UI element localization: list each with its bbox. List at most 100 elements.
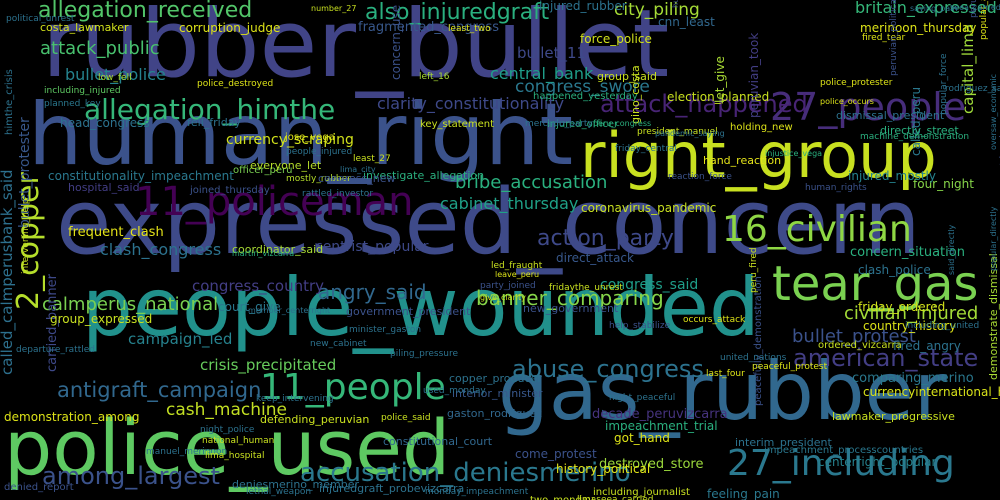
- word-costa-lawmaker: costa_lawmaker: [40, 21, 129, 34]
- word-new-government: new_government: [523, 302, 619, 315]
- word-tear-gas: tear_gas: [772, 256, 979, 312]
- word-minister-gaston: minister_gaston: [349, 325, 422, 335]
- word-martin-vizcarra: martin_vizcarra: [232, 249, 295, 258]
- word-intervening-help: intervening_help: [21, 198, 31, 274]
- word-constitutional-court: constitutional_court: [383, 435, 493, 448]
- word-friday-central: friday_central: [615, 144, 677, 154]
- word-frequent-clash: frequent_clash: [68, 225, 164, 240]
- word-got-hand: got_hand: [614, 431, 670, 445]
- word-mostly-rubber: mostly_rubber: [286, 174, 351, 184]
- word-political-unrest: political_unrest: [6, 14, 75, 24]
- word-lima-city: lima_city: [340, 165, 376, 174]
- word-seea-carried: seea_carried: [950, 3, 1000, 12]
- word-said-directly: said_directly: [947, 224, 956, 275]
- word-denied-report: denied_report: [4, 482, 74, 493]
- word-impeachment-processcountries: impeachment_processcountries: [764, 445, 924, 456]
- word-27-including: 27_including: [727, 443, 955, 484]
- word-saying-pain: saying_pain: [910, 4, 958, 13]
- word-limaseea-carried: limaseea_carried: [577, 495, 654, 500]
- word-gaston-rodriguez: gaston_rodriguez: [447, 407, 543, 420]
- word-cabinet-thursday: cabinet_thursday: [440, 194, 579, 213]
- word-defending-peruvian: defending_peruvian: [260, 413, 370, 426]
- word-peruvian-took: peruvian_took: [747, 32, 761, 118]
- word-left-16: left_16: [419, 72, 450, 82]
- word-civilian-injured: civilian_injured: [844, 303, 979, 324]
- word-manuel-merinoon: manuel_merinoon: [146, 447, 228, 457]
- word-investigate-allegation: investigate_allegation: [363, 169, 485, 182]
- word-fired-angry: fired_angry: [893, 339, 961, 353]
- word-abuse-congress: abuse_congress: [512, 355, 704, 383]
- word-monday-impeachment: monday_impeachment: [425, 487, 529, 497]
- word-joined-thursday: joined_thursday: [190, 185, 270, 196]
- word-country-history: country_history: [863, 319, 957, 333]
- word-night-peaceful: night_peaceful: [609, 393, 676, 403]
- word-expressed-concern: expressed_concern: [56, 170, 921, 275]
- word-centrist-popular: centrist_popular: [315, 239, 429, 255]
- word-leave-peru: leave_peru: [495, 270, 540, 279]
- word-gino-costa: gino_costa: [629, 65, 642, 124]
- word-injured-rubber: injured_rubber: [539, 0, 627, 13]
- word-injured-officer: injured_officer: [547, 119, 619, 130]
- word-directly-street: directly_street: [880, 124, 959, 137]
- word-peru-fired: peru_fired: [749, 247, 759, 293]
- word-least-two: least_two: [448, 24, 491, 34]
- word-human-rights: human_rights: [805, 183, 867, 193]
- word-banner-comparing: banner_comparing: [476, 286, 664, 310]
- word-congress-new: congress_new: [318, 172, 396, 185]
- word-concern-use: concern_use: [389, 4, 403, 80]
- word-happened-yesterday: happened_yesterday: [533, 91, 638, 102]
- word-antigraft-campaign: antigraft_campaign: [57, 378, 262, 402]
- word-27-people: 27_people: [770, 85, 967, 129]
- word-injuredgraft-probevizcarra: injuredgraft_probevizcarra: [319, 482, 465, 495]
- word-come-protest: come_protest: [515, 447, 597, 461]
- word-group-expressed: group_expressed: [50, 312, 153, 326]
- word-calmperus-national: calmperus_national: [42, 294, 219, 315]
- word-injustice-vega: injustice_vega: [765, 149, 823, 158]
- word-currency-scraping: currency_scraping: [226, 132, 354, 148]
- word-injured-mostly: injured_mostly: [848, 169, 936, 183]
- word-pandemic-saying: pandemic_saying: [655, 129, 725, 138]
- word-planned-key: planned_key: [44, 99, 101, 109]
- word-everyone-let: everyone_let: [250, 159, 322, 172]
- word-least-27: least_27: [353, 154, 391, 164]
- word-police-occurs: police_occurs: [820, 97, 874, 106]
- word-keep-intervening: keep_intervening: [256, 394, 334, 404]
- word-new-cabinet: new_cabinet: [310, 339, 367, 349]
- word-bullet-police: bullet_police: [65, 65, 166, 84]
- word-rubber-bullet: rubber_bullet: [42, 0, 670, 99]
- word-united-nations: united_nations: [720, 353, 787, 363]
- word-officer-peru: officer_peru: [233, 165, 293, 176]
- word-britain-expressed: britain_expressed: [855, 0, 997, 17]
- word-head-congress: head_congress: [60, 116, 150, 130]
- word-angry-said: angry_said: [318, 280, 427, 304]
- word-fragmented-congress: fragmented_congress: [358, 20, 500, 35]
- word-action-party: action_party: [537, 226, 674, 251]
- word-clash-congress: clash_congress: [100, 240, 222, 259]
- word-concern-situation: concern_situation: [850, 245, 965, 260]
- word-bullet-11: bullet_11: [517, 44, 587, 62]
- word-including-united: including_united: [905, 321, 980, 331]
- word-police-said: police_said: [381, 413, 431, 423]
- word-occurs-attack: occurs_attack: [683, 315, 746, 325]
- word-jose-vega: jose_vega: [285, 132, 335, 143]
- word-night-police: night_police: [200, 425, 255, 435]
- word-national-human: national_human: [202, 436, 275, 446]
- word-copper-producer: copper_producer: [449, 372, 542, 385]
- word-centerright-popular: centerright_popular: [818, 455, 937, 469]
- word-oversaw-economic: oversaw_economic: [989, 73, 998, 150]
- word-peaceful-protest: peaceful_protest: [752, 362, 828, 372]
- word-allegation-received: allegation_received: [38, 0, 253, 23]
- word-lima-hospital: lima_hospital: [205, 451, 265, 461]
- word-corruption-judge: corruption_judge: [179, 21, 281, 35]
- word-interim-president: interim_president: [735, 436, 832, 449]
- word-interior-minister: interior_minister: [452, 387, 543, 400]
- word-peruvian-political: peruvian_political: [889, 0, 899, 76]
- word-direct-attack: direct_attack: [556, 251, 634, 265]
- word-clash-police: clash_police: [858, 263, 931, 277]
- word-attack-happened: attack_happened: [600, 90, 808, 118]
- word-peru-congress: peru_congress: [593, 119, 652, 128]
- word-coordinator-said: coordinator_said: [232, 243, 324, 256]
- word-including-injured: including_injured: [44, 86, 121, 96]
- word-accusation-deniesmerino: accusation_deniesmerino: [300, 458, 631, 488]
- word-clarity-constitutionality: clarity_constitutionality: [377, 94, 565, 113]
